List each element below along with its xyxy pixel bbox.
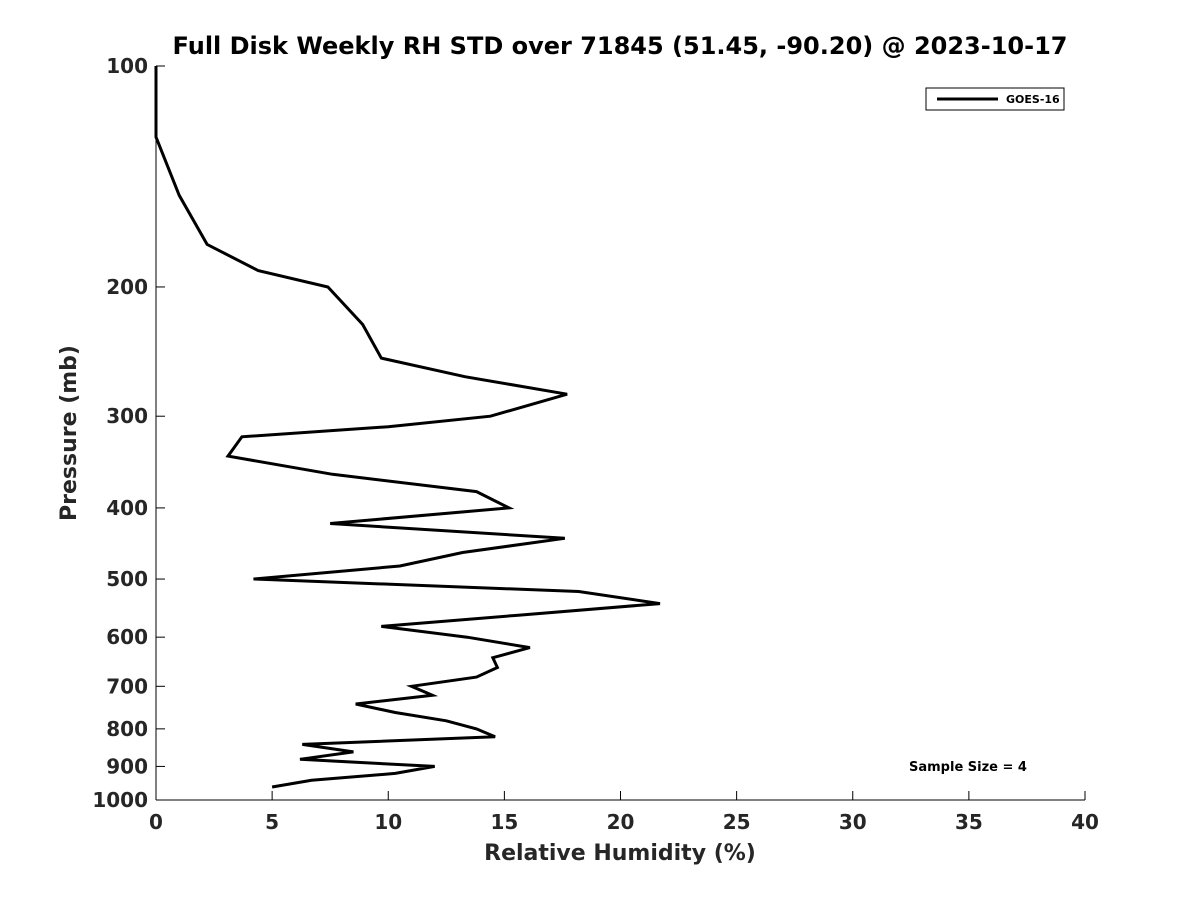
y-tick-label: 1000 bbox=[92, 788, 148, 812]
x-tick-label: 20 bbox=[607, 810, 635, 834]
y-tick-label: 400 bbox=[106, 496, 148, 520]
x-tick-label: 35 bbox=[955, 810, 983, 834]
x-ticks: 0 5 10 15 20 25 30 35 40 bbox=[149, 791, 1099, 834]
y-axis-title: Pressure (mb) bbox=[57, 345, 82, 521]
x-tick-label: 5 bbox=[265, 810, 279, 834]
x-tick-label: 0 bbox=[149, 810, 163, 834]
y-tick-label: 500 bbox=[106, 567, 148, 591]
legend-label-goes-16: GOES-16 bbox=[1006, 93, 1060, 106]
y-tick-label: 800 bbox=[106, 717, 148, 741]
chart-title: Full Disk Weekly RH STD over 71845 (51.4… bbox=[173, 32, 1068, 60]
y-tick-label: 300 bbox=[106, 404, 148, 428]
x-tick-label: 25 bbox=[723, 810, 751, 834]
y-tick-label: 900 bbox=[106, 754, 148, 778]
x-tick-label: 10 bbox=[374, 810, 402, 834]
x-axis-title: Relative Humidity (%) bbox=[484, 841, 756, 866]
x-tick-label: 30 bbox=[839, 810, 867, 834]
y-ticks: 100 200 300 400 500 600 700 800 900 1000 bbox=[92, 54, 165, 812]
y-tick-label: 700 bbox=[106, 674, 148, 698]
y-tick-label: 600 bbox=[106, 625, 148, 649]
legend: GOES-16 bbox=[925, 87, 1065, 111]
x-tick-label: 15 bbox=[490, 810, 518, 834]
y-tick-label: 100 bbox=[106, 54, 148, 78]
y-tick-label: 200 bbox=[106, 275, 148, 299]
x-tick-label: 40 bbox=[1071, 810, 1099, 834]
sample-size-annotation: Sample Size = 4 bbox=[909, 760, 1027, 775]
series-layer bbox=[154, 66, 661, 789]
series-line-goes-16 bbox=[154, 66, 661, 789]
